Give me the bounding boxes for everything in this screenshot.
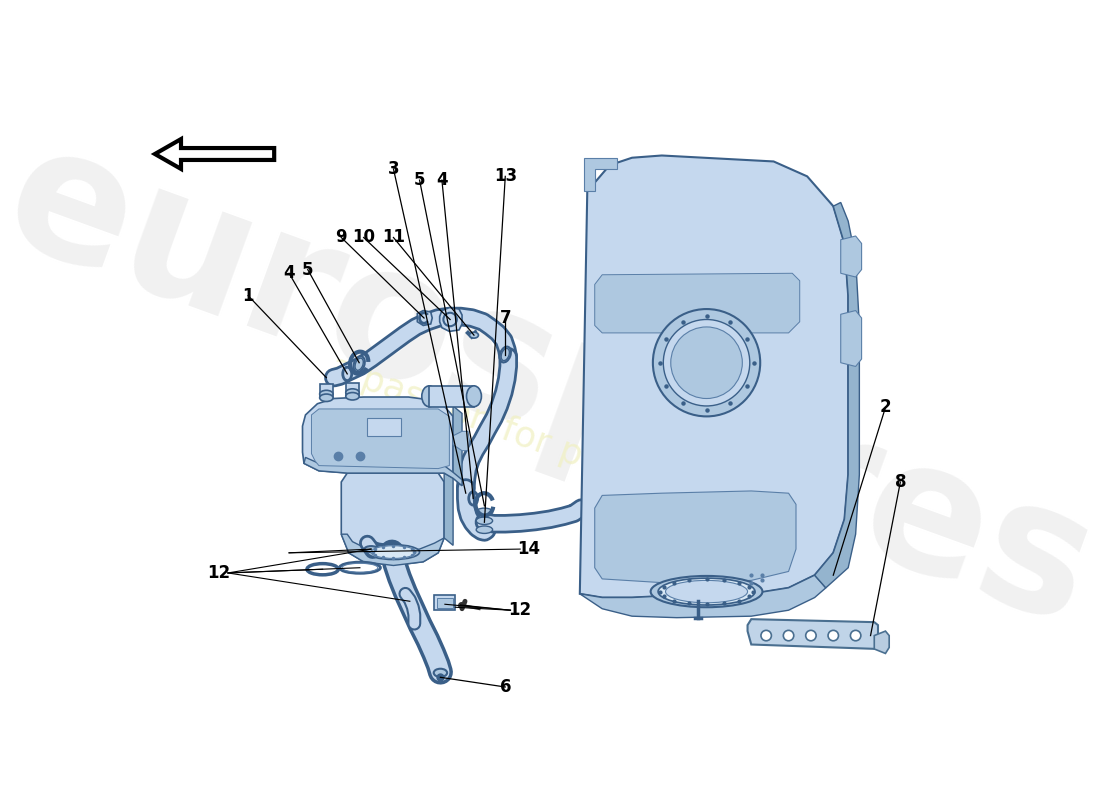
Polygon shape bbox=[595, 491, 796, 582]
Polygon shape bbox=[748, 619, 878, 649]
Text: 13: 13 bbox=[494, 167, 517, 186]
Polygon shape bbox=[595, 274, 800, 333]
Polygon shape bbox=[583, 158, 617, 191]
Text: 4: 4 bbox=[436, 171, 448, 189]
Polygon shape bbox=[155, 139, 274, 169]
Ellipse shape bbox=[364, 546, 377, 552]
Polygon shape bbox=[840, 236, 861, 277]
Text: eurospares: eurospares bbox=[0, 107, 1100, 663]
Circle shape bbox=[761, 630, 771, 641]
Polygon shape bbox=[580, 575, 826, 618]
Text: 14: 14 bbox=[518, 540, 541, 558]
Text: 2: 2 bbox=[880, 398, 891, 417]
Polygon shape bbox=[840, 310, 861, 366]
Bar bbox=[429, 386, 474, 406]
Polygon shape bbox=[874, 631, 889, 654]
Text: 12: 12 bbox=[508, 602, 531, 619]
Circle shape bbox=[653, 309, 760, 416]
Bar bbox=[320, 384, 333, 398]
Text: 8: 8 bbox=[894, 473, 906, 491]
Circle shape bbox=[671, 327, 742, 398]
Text: a passion for parts since 1985: a passion for parts since 1985 bbox=[326, 350, 849, 569]
Ellipse shape bbox=[476, 508, 493, 515]
Bar bbox=[437, 598, 453, 608]
Ellipse shape bbox=[476, 517, 493, 525]
Polygon shape bbox=[417, 310, 432, 326]
Ellipse shape bbox=[476, 526, 493, 534]
Polygon shape bbox=[440, 307, 462, 331]
Polygon shape bbox=[444, 473, 453, 546]
Ellipse shape bbox=[499, 346, 510, 362]
Polygon shape bbox=[304, 458, 462, 486]
Text: 5: 5 bbox=[302, 261, 313, 278]
Ellipse shape bbox=[658, 578, 755, 605]
Bar bbox=[367, 418, 400, 436]
Text: 12: 12 bbox=[207, 564, 230, 582]
Bar bbox=[434, 595, 455, 610]
Polygon shape bbox=[341, 534, 444, 566]
Circle shape bbox=[850, 630, 861, 641]
Polygon shape bbox=[453, 406, 462, 486]
Ellipse shape bbox=[320, 394, 333, 402]
Circle shape bbox=[783, 630, 794, 641]
Ellipse shape bbox=[466, 386, 482, 406]
Polygon shape bbox=[580, 155, 848, 598]
Text: 11: 11 bbox=[382, 229, 405, 246]
Ellipse shape bbox=[666, 580, 748, 602]
Text: 3: 3 bbox=[387, 160, 399, 178]
Ellipse shape bbox=[650, 576, 762, 607]
Ellipse shape bbox=[421, 386, 437, 406]
Text: 5: 5 bbox=[414, 171, 426, 189]
Ellipse shape bbox=[345, 389, 360, 396]
Circle shape bbox=[663, 319, 750, 406]
Ellipse shape bbox=[371, 546, 416, 558]
Text: 4: 4 bbox=[284, 264, 295, 282]
Ellipse shape bbox=[367, 545, 419, 559]
Polygon shape bbox=[815, 202, 859, 588]
Text: 10: 10 bbox=[352, 229, 375, 246]
Text: 1: 1 bbox=[242, 286, 254, 305]
Ellipse shape bbox=[470, 332, 478, 338]
Polygon shape bbox=[341, 466, 444, 566]
Ellipse shape bbox=[353, 356, 365, 372]
Circle shape bbox=[805, 630, 816, 641]
Bar bbox=[345, 383, 360, 396]
Text: 9: 9 bbox=[336, 229, 348, 246]
Polygon shape bbox=[453, 431, 470, 450]
Ellipse shape bbox=[345, 393, 360, 400]
Polygon shape bbox=[302, 397, 453, 478]
Text: 7: 7 bbox=[499, 309, 512, 327]
Ellipse shape bbox=[320, 390, 333, 398]
Circle shape bbox=[828, 630, 838, 641]
Polygon shape bbox=[311, 409, 450, 469]
Ellipse shape bbox=[433, 669, 447, 677]
Text: 6: 6 bbox=[499, 678, 512, 696]
